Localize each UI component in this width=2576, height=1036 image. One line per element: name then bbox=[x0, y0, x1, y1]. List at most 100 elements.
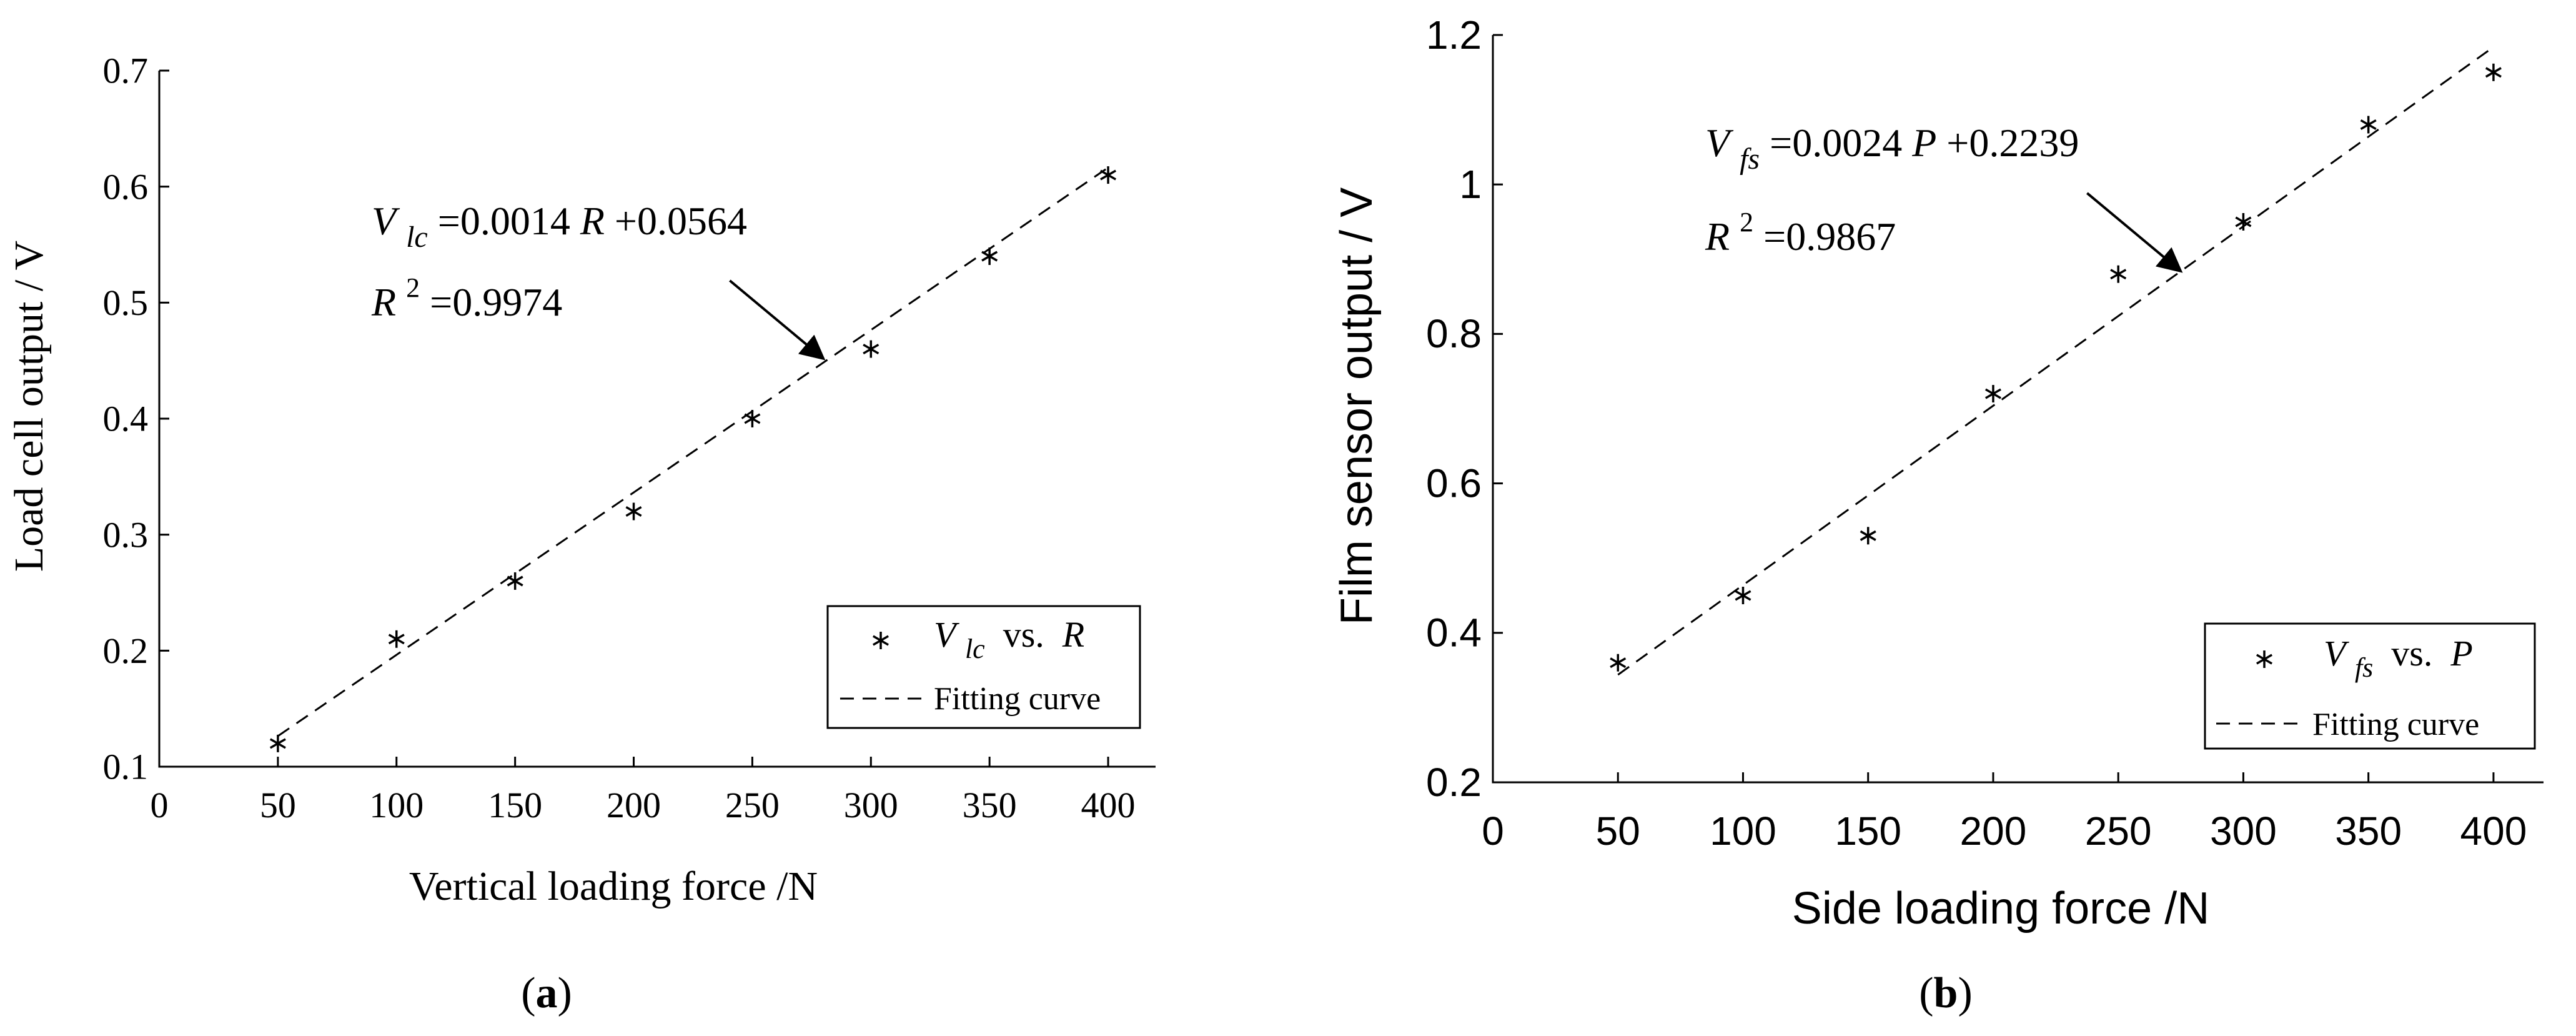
chart-b-equation: V fs =0.0024 P +0.2239 bbox=[1705, 121, 2079, 177]
chart-a-x-tick-label: 50 bbox=[260, 785, 296, 825]
chart-b-legend-marker bbox=[2256, 650, 2272, 668]
chart-a-legend-line-label: Fitting curve bbox=[934, 681, 1101, 717]
chart-a-data-point-stroke bbox=[744, 413, 761, 424]
chart-b-data-point-stroke bbox=[1735, 590, 1751, 601]
chart-a-data-point bbox=[388, 630, 405, 648]
chart-b-y-tick-label: 0.4 bbox=[1426, 610, 1482, 655]
chart-a-data-point bbox=[269, 734, 286, 752]
chart-b-x-tick-label: 50 bbox=[1596, 809, 1640, 854]
chart-b-r2: R 2 =0.9867 bbox=[1705, 196, 1896, 259]
chart-a-legend-box bbox=[826, 605, 1141, 729]
chart-b-y-tick-label: 0.2 bbox=[1426, 760, 1482, 805]
chart-b-data-point bbox=[2235, 213, 2252, 231]
chart-a-x-ticks: 0 50 100 150 200 250 300 350 400 bbox=[151, 757, 1136, 825]
chart-b-y-ticks: 0.2 0.4 0.6 0.8 1 1.2 bbox=[1426, 12, 1503, 805]
chart-b-data-point bbox=[1735, 587, 1751, 604]
chart-b-r2-r: R bbox=[1705, 214, 1730, 259]
chart-a-axes bbox=[158, 71, 1156, 768]
chart-b-legend-line-label: Fitting curve bbox=[2312, 707, 2479, 742]
chart-a-r2: R 2 =0.9974 bbox=[371, 261, 562, 324]
chart-a-data-point bbox=[507, 572, 523, 590]
chart-b-legend-v: V bbox=[2324, 633, 2350, 674]
chart-b-y-tick-label: 0.8 bbox=[1426, 311, 1482, 356]
chart-a-x-tick-label: 200 bbox=[607, 785, 661, 825]
chart-a-r2-sup: 2 bbox=[406, 272, 420, 303]
chart-b-x-ticks: 0 50 100 150 200 250 300 350 400 bbox=[1482, 772, 2527, 854]
chart-a-legend-vs: vs. bbox=[994, 614, 1053, 655]
chart-a-x-label: Vertical loading force /N bbox=[409, 864, 818, 909]
chart-b-eq-rest-b: +0.2239 bbox=[1946, 121, 2079, 165]
chart-b-data-point bbox=[2485, 63, 2502, 81]
chart-a-x-tick-label: 150 bbox=[488, 785, 542, 825]
chart-a-data-point-stroke bbox=[388, 634, 405, 645]
chart-b-data-point bbox=[2360, 116, 2377, 134]
chart-a-eq-var: R bbox=[580, 199, 605, 243]
chart-a-data-point bbox=[863, 340, 879, 358]
chart-a-x-tick-label: 350 bbox=[963, 785, 1017, 825]
chart-a-r2-r: R bbox=[371, 280, 396, 324]
chart-a-legend-v: V bbox=[934, 614, 960, 655]
chart-a-data-points bbox=[269, 166, 1117, 752]
caption-a-close: ) bbox=[558, 969, 572, 1017]
chart-a-x-tick-label: 0 bbox=[151, 785, 169, 825]
chart-b-r2-sup: 2 bbox=[1740, 207, 1753, 237]
chart-b-data-point bbox=[1860, 527, 1876, 545]
chart-b-legend-star bbox=[2256, 650, 2272, 668]
chart-b-data-point-stroke bbox=[2485, 67, 2502, 78]
chart-a-legend: V lc vs. R Fitting curve bbox=[826, 605, 1141, 729]
chart-b-x-tick-label: 250 bbox=[2085, 809, 2152, 854]
chart-a-eq-v: V bbox=[372, 199, 400, 243]
chart-b-x-tick-label: 400 bbox=[2460, 809, 2527, 854]
caption-a-letter: a bbox=[536, 969, 558, 1017]
chart-b-data-points bbox=[1610, 63, 2502, 672]
chart-b-x-tick-label: 350 bbox=[2335, 809, 2402, 854]
chart-a-x-tick-label: 300 bbox=[844, 785, 898, 825]
chart-b-legend-var: P bbox=[2450, 633, 2472, 674]
chart-a-data-point bbox=[981, 247, 998, 266]
chart-a-eq-rest-b: +0.0564 bbox=[615, 199, 747, 243]
chart-a-y-tick-label: 0.1 bbox=[103, 747, 149, 787]
chart-b-legend-box bbox=[2204, 622, 2536, 750]
chart-b-axes bbox=[1492, 35, 2544, 784]
chart-a-y-tick-label: 0.5 bbox=[103, 282, 149, 323]
chart-b-r2-val: =0.9867 bbox=[1763, 214, 1896, 259]
chart-a-data-point-stroke bbox=[863, 344, 879, 355]
chart-b-x-tick-label: 200 bbox=[1960, 809, 2027, 854]
chart-b-x-tick-label: 100 bbox=[1710, 809, 1776, 854]
caption-b-letter: b bbox=[1934, 969, 1958, 1017]
chart-b-legend-star-stroke bbox=[2256, 654, 2272, 665]
chart-a-data-point-stroke bbox=[1100, 169, 1117, 181]
chart-b-data-point-stroke bbox=[1984, 388, 2001, 399]
chart-a-y-tick-label: 0.6 bbox=[103, 166, 149, 207]
caption-b: (b) bbox=[1919, 969, 1973, 1017]
chart-b-data-point-stroke bbox=[2110, 269, 2127, 280]
chart-a-y-label: Load cell output / V bbox=[6, 241, 52, 572]
chart-a-legend-marker bbox=[873, 632, 889, 649]
chart-b-y-tick-label: 1 bbox=[1459, 162, 1482, 207]
chart-b-data-point-stroke bbox=[2235, 216, 2252, 227]
chart-a-r2-val: =0.9974 bbox=[430, 280, 562, 324]
chart-a: 0 50 100 150 200 250 300 350 400 0.1 0.2 0.3 0.4 0.5… bbox=[6, 51, 1156, 1017]
chart-a-data-point-stroke bbox=[625, 506, 642, 517]
chart-b-eq-var: P bbox=[1911, 121, 1936, 165]
chart-a-x-tick-label: 250 bbox=[725, 785, 780, 825]
chart-a-data-point-stroke bbox=[507, 575, 523, 587]
chart-a-legend-star bbox=[873, 632, 889, 649]
chart-b: 0 50 100 150 200 250 300 350 400 0.2 0.4 0.6 0.8 1 1.… bbox=[1332, 12, 2544, 1017]
chart-b-y-label: Film sensor output / V bbox=[1332, 187, 1382, 625]
chart-b-eq-v: V bbox=[1705, 121, 1734, 165]
caption-b-open: ( bbox=[1919, 969, 1933, 1017]
chart-b-y-tick-label: 0.6 bbox=[1426, 461, 1482, 506]
chart-a-data-point bbox=[625, 502, 642, 520]
chart-b-eq-sub: fs bbox=[1740, 142, 1760, 176]
chart-b-eq-rest-a: =0.0024 bbox=[1770, 121, 1902, 165]
chart-b-x-tick-label: 0 bbox=[1482, 809, 1504, 854]
chart-a-y-tick-label: 0.7 bbox=[103, 51, 149, 91]
chart-b-data-point bbox=[1610, 654, 1627, 672]
caption-b-close: ) bbox=[1958, 969, 1972, 1017]
chart-a-x-tick-label: 400 bbox=[1081, 785, 1136, 825]
chart-b-data-point-stroke bbox=[2360, 119, 2377, 131]
chart-b-legend-vs: vs. bbox=[2382, 633, 2442, 674]
chart-a-legend-star-stroke bbox=[873, 635, 889, 646]
